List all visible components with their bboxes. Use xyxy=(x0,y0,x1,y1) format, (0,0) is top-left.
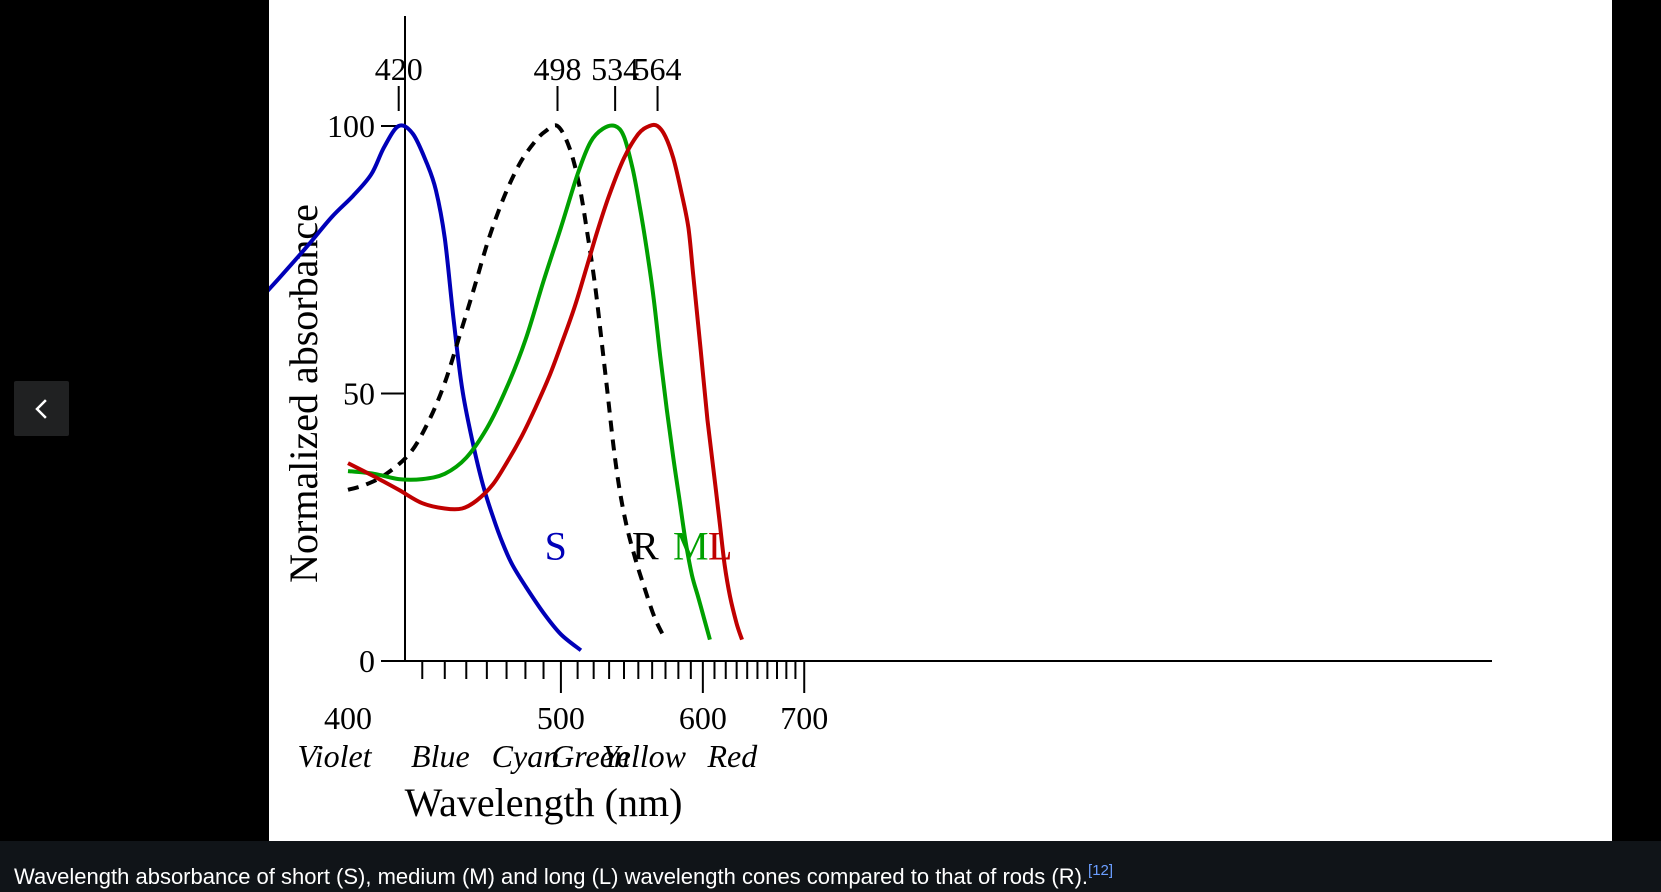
x-axis-title: Wavelength (nm) xyxy=(405,780,683,825)
y-tick-label: 50 xyxy=(343,376,375,412)
series-L-label: L xyxy=(708,523,732,568)
series-S-label: S xyxy=(545,523,567,568)
color-band-label: Red xyxy=(706,738,758,774)
series-M-label: M xyxy=(673,523,709,568)
x-tick-label: 400 xyxy=(324,700,372,736)
x-tick-label: 500 xyxy=(537,700,585,736)
chevron-left-icon xyxy=(34,398,47,419)
absorbance-chart: 0 50 100 Normalized absorbance 400 500 600 700 V… xyxy=(269,16,1492,825)
peak-label: 420 xyxy=(375,51,423,87)
y-tick-label: 100 xyxy=(327,108,375,144)
series-R-line xyxy=(347,123,668,641)
peak-label: 534 xyxy=(591,51,639,87)
series-S-line xyxy=(269,123,583,652)
chart-series xyxy=(269,122,744,652)
previous-image-button[interactable] xyxy=(14,381,69,436)
series-R-label: R xyxy=(632,523,659,568)
y-tick-label: 0 xyxy=(359,643,375,679)
color-band-label: Green xyxy=(551,738,630,774)
color-band-label: Violet xyxy=(298,738,373,774)
caption-text: Wavelength absorbance of short (S), medi… xyxy=(14,864,1089,889)
peak-label: 564 xyxy=(634,51,682,87)
y-axis-title: Normalized absorbance xyxy=(281,204,326,583)
color-band-label: Cyan xyxy=(492,738,560,774)
peak-label: 498 xyxy=(533,51,581,87)
color-band-label: Yellow xyxy=(602,738,687,774)
series-M-line xyxy=(347,123,712,641)
image-caption: Wavelength absorbance of short (S), medi… xyxy=(14,862,1113,890)
series-L-line xyxy=(347,122,744,641)
figure-panel: 0 50 100 Normalized absorbance 400 500 600 700 V… xyxy=(269,0,1612,841)
x-tick-label: 600 xyxy=(679,700,727,736)
x-tick-label: 700 xyxy=(780,700,828,736)
chart-axes: 0 50 100 Normalized absorbance 400 500 600 700 V… xyxy=(281,16,1492,825)
color-band-label: Blue xyxy=(411,738,470,774)
reference-link[interactable]: [12] xyxy=(1088,862,1114,879)
caption-bar xyxy=(0,841,1661,892)
reference-superscript: [12] xyxy=(1088,862,1113,879)
